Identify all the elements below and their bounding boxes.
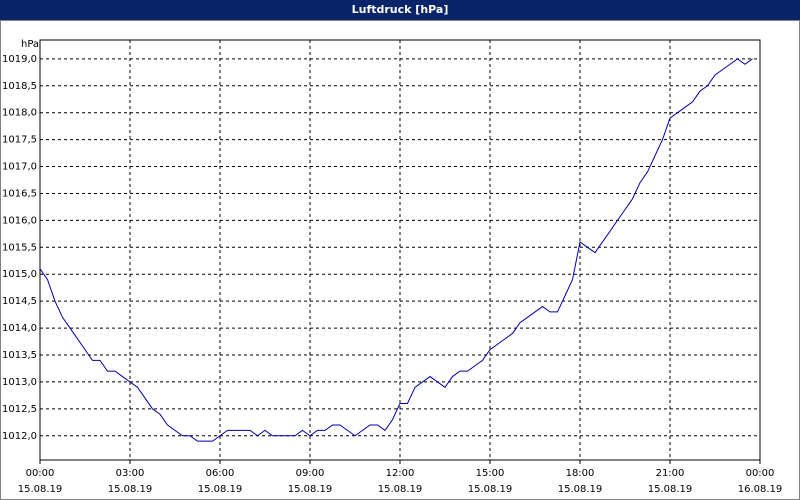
x-tick-label: 03:00: [116, 468, 145, 479]
x-tick-date: 15.08.19: [198, 484, 243, 495]
data-line: [39, 58, 753, 442]
x-tick-date: 15.08.19: [558, 484, 603, 495]
y-tick-label: 1014,5: [2, 296, 37, 307]
x-tick-label: 06:00: [206, 468, 235, 479]
y-tick-label: 1012,5: [2, 404, 37, 415]
x-tick-date: 16.08.19: [738, 484, 783, 495]
y-tick-label: 1012,0: [2, 431, 37, 442]
window-border: [0, 20, 800, 500]
x-tick-label: 21:00: [656, 468, 685, 479]
y-tick-label: 1013,0: [2, 377, 37, 388]
x-tick-date: 15.08.19: [108, 484, 153, 495]
y-tick-label: 1016,0: [2, 215, 37, 226]
y-tick-label: 1013,5: [2, 350, 37, 361]
y-tick-label: 1014,0: [2, 323, 37, 334]
y-tick-label: 1016,5: [2, 188, 37, 199]
x-tick-label: 09:00: [296, 468, 325, 479]
x-tick-date: 15.08.19: [378, 484, 423, 495]
x-tick-label: 15:00: [476, 468, 505, 479]
y-tick-label: 1019,0: [2, 54, 37, 65]
x-tick-date: 15.08.19: [648, 484, 693, 495]
title-bar: [0, 0, 800, 20]
x-tick-date: 15.08.19: [18, 484, 63, 495]
y-tick-label: 1018,0: [2, 108, 37, 119]
y-tick-label: 1017,0: [2, 162, 37, 173]
y-tick-label: 1018,5: [2, 81, 37, 92]
y-tick-label: 1015,0: [2, 269, 37, 280]
chart-title: Luftdruck [hPa]: [352, 3, 449, 16]
y-tick-label: 1015,5: [2, 242, 37, 253]
x-tick-label: 00:00: [26, 468, 55, 479]
x-tick-label: 00:00: [746, 468, 775, 479]
y-unit: hPa: [21, 39, 39, 50]
plot-frame: [39, 39, 761, 461]
x-tick-date: 15.08.19: [468, 484, 513, 495]
x-tick-label: 18:00: [566, 468, 595, 479]
y-tick-label: 1017,5: [2, 135, 37, 146]
x-tick-label: 12:00: [386, 468, 415, 479]
x-tick-date: 15.08.19: [288, 484, 333, 495]
